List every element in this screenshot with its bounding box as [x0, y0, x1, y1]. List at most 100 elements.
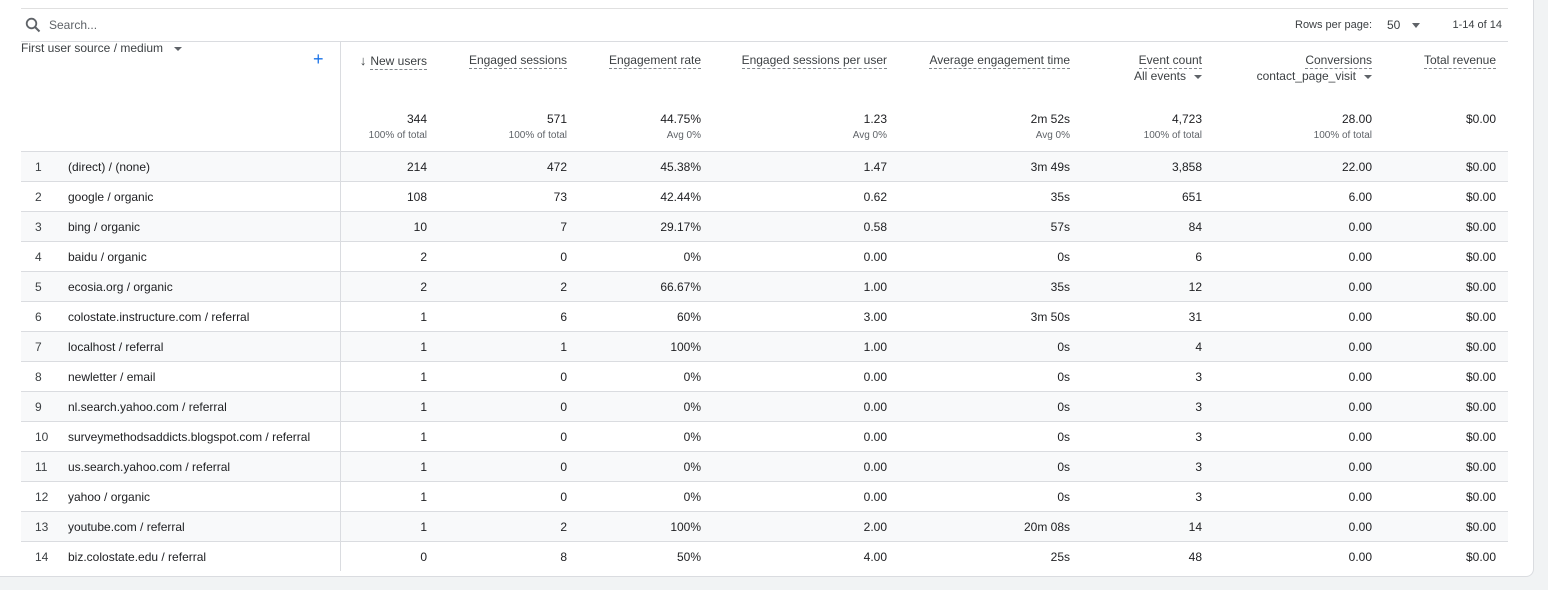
total-subtext: 100% of total [1143, 130, 1203, 141]
table-row[interactable]: 5 ecosia.org / organic 2 2 66.67% 1.00 35s 12 0.… [21, 271, 1509, 302]
metric-cell: $0.00 [1384, 151, 1509, 182]
metric-header-average-engagement-time[interactable]: Average engagement time [899, 41, 1082, 111]
metric-header-new-users[interactable]: ↓ New users [340, 41, 439, 111]
metric-cell: 0.00 [713, 391, 900, 422]
totals-dimension-cell [21, 111, 341, 152]
metric-cell: $0.00 [1465, 549, 1497, 564]
dimension-cell: yahoo / organic [68, 481, 341, 512]
row-index: 3 [21, 211, 68, 242]
metric-cell: 48 [1188, 549, 1203, 564]
dimension-cell: nl.search.yahoo.com / referral [68, 391, 341, 422]
table-row[interactable]: 3 bing / organic 10 7 29.17% 0.58 57s 84 0.00 $0.… [21, 211, 1509, 242]
metric-cell: 0% [579, 481, 714, 512]
metric-cell: 0.62 [713, 181, 900, 212]
metric-cell: 0.00 [1214, 481, 1385, 512]
total-subtext: 100% of total [1313, 130, 1373, 141]
table-row[interactable]: 10 surveymethodsaddicts.blogspot.com / re… [21, 421, 1509, 452]
metric-cell: 0% [579, 391, 714, 422]
metric-cell: $0.00 [1384, 391, 1509, 422]
total-value: 4,723 [1171, 112, 1203, 126]
metric-cell: 100% [579, 511, 714, 542]
metric-header-engaged-sessions[interactable]: Engaged sessions [439, 41, 579, 111]
metric-cell: 22.00 [1214, 151, 1385, 182]
add-dimension-icon[interactable]: + [313, 49, 324, 69]
metric-cell: $0.00 [1384, 301, 1509, 332]
metric-cell: 0% [579, 451, 714, 482]
metric-header-engagement-rate[interactable]: Engagement rate [579, 41, 713, 111]
table-body: 1 (direct) / (none) 214 472 45.38% 1.47 3m 49s… [21, 151, 1509, 571]
metric-cell: 2 [439, 511, 580, 542]
metric-cell: 0 [420, 549, 428, 564]
dimension-cell: us.search.yahoo.com / referral [68, 451, 341, 482]
table-row[interactable]: 13 youtube.com / referral 1 2 100% 2.00 20m 08… [21, 511, 1509, 542]
metric-cell: 1 [340, 361, 440, 392]
metric-cell: 0 [439, 391, 580, 422]
table-row[interactable]: 12 yahoo / organic 1 0 0% 0.00 0s 3 0.00 $0.00 [21, 481, 1509, 512]
metric-cell: 0.00 [713, 451, 900, 482]
metric-header-event-count[interactable]: Event count All events [1082, 41, 1214, 111]
metric-cell: 0.00 [713, 241, 900, 272]
metric-cell: 2 [340, 241, 440, 272]
arrow-down-icon: ↓ [359, 53, 367, 68]
total-cell: $0.00 [1384, 111, 1509, 152]
metric-cell: $0.00 [1384, 271, 1509, 302]
metric-cell: 651 [1082, 181, 1215, 212]
total-subtext: Avg 0% [1035, 130, 1071, 141]
table-row[interactable]: 9 nl.search.yahoo.com / referral 1 0 0% 0.00 0… [21, 391, 1509, 422]
total-cell: 2m 52s Avg 0% [899, 111, 1083, 152]
table-row[interactable]: 14 biz.colostate.edu / referral 0 8 50% 4.00 2… [21, 541, 1508, 571]
metric-cell: 0.00 [713, 361, 900, 392]
metric-header-total-revenue[interactable]: Total revenue [1384, 41, 1508, 111]
metric-cell: $0.00 [1384, 481, 1509, 512]
metric-cell: 0 [439, 241, 580, 272]
header-row: First user source / medium + ↓ New users … [21, 41, 1508, 111]
table-row[interactable]: 8 newletter / email 1 0 0% 0.00 0s 3 0.00 $0.00 [21, 361, 1509, 392]
total-value: 28.00 [1341, 112, 1373, 126]
metric-header-label: Conversions [1305, 53, 1373, 69]
table-row[interactable]: 11 us.search.yahoo.com / referral 1 0 0% 0.00… [21, 451, 1509, 482]
metric-cell: 0 [439, 451, 580, 482]
metric-cell: 6 [439, 301, 580, 332]
metric-cell: 0s [899, 391, 1083, 422]
table-row[interactable]: 4 baidu / organic 2 0 0% 0.00 0s 6 0.00 $0.00 [21, 241, 1509, 272]
metric-cell: 3.00 [713, 301, 900, 332]
rows-per-page-select[interactable]: 50 [1387, 18, 1421, 32]
dimension-cell: (direct) / (none) [68, 151, 341, 182]
metric-cell: 1.00 [713, 331, 900, 362]
conversion-filter-select[interactable]: contact_page_visit [1214, 69, 1373, 83]
metric-cell: 1.00 [713, 271, 900, 302]
metric-cell: 3 [1082, 451, 1215, 482]
total-subtext: 100% of total [368, 130, 428, 141]
metric-cell: 0.00 [1214, 211, 1385, 242]
search-input[interactable] [49, 17, 349, 33]
metric-cell: 2.00 [713, 511, 900, 542]
row-index: 1 [21, 151, 68, 182]
total-cell: 4,723 100% of total [1082, 111, 1215, 152]
totals-row: 344 100% of total 571 100% of total 44.75%… [21, 111, 1509, 152]
metric-cell: 3m 49s [899, 151, 1083, 182]
search-icon[interactable] [25, 17, 41, 33]
metric-cell: 29.17% [579, 211, 714, 242]
row-index: 12 [21, 481, 68, 512]
metric-cell: 0% [579, 241, 714, 272]
metric-header-conversions[interactable]: Conversions contact_page_visit [1214, 41, 1384, 111]
metric-header-label: Average engagement time [929, 53, 1071, 69]
metric-cell: 31 [1082, 301, 1215, 332]
metric-cell: 50% [676, 549, 702, 564]
dimension-header[interactable]: First user source / medium + [21, 41, 341, 111]
table-row[interactable]: 7 localhost / referral 1 1 100% 1.00 0s 4 0.00 $0… [21, 331, 1509, 362]
metric-cell: 20m 08s [899, 511, 1083, 542]
metric-cell: 3m 50s [899, 301, 1083, 332]
metric-cell: 66.67% [579, 271, 714, 302]
table-row[interactable]: 1 (direct) / (none) 214 472 45.38% 1.47 3m 49s… [21, 151, 1509, 182]
metric-header-label: Event count [1138, 53, 1203, 69]
table-row[interactable]: 2 google / organic 108 73 42.44% 0.62 35s 651 6.… [21, 181, 1509, 212]
metric-header-engaged-sessions-per-user[interactable]: Engaged sessions per user [713, 41, 899, 111]
caret-down-icon [174, 46, 183, 51]
event-filter-select[interactable]: All events [1082, 69, 1203, 83]
metric-cell: 3 [1082, 361, 1215, 392]
table-row[interactable]: 6 colostate.instructure.com / referral 1 6 6… [21, 301, 1509, 332]
metric-cell: $0.00 [1384, 451, 1509, 482]
dimension-cell: bing / organic [68, 211, 341, 242]
metric-cell: $0.00 [1384, 241, 1509, 272]
